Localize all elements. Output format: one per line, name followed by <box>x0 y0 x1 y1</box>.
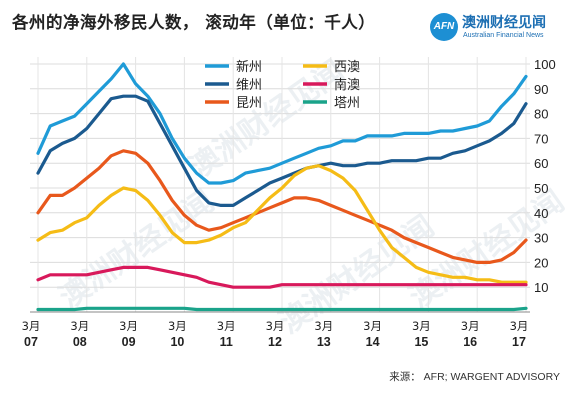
x-tick-label-month: 3月 <box>314 319 333 333</box>
brand-name-cn: 澳洲财经见闻 <box>462 15 546 31</box>
x-tick-label-year: 11 <box>220 335 233 349</box>
y-tick-label: 40 <box>534 206 548 221</box>
legend-label: 新州 <box>236 59 262 75</box>
x-tick-label-year: 10 <box>170 335 184 349</box>
legend-label: 南澳 <box>334 77 360 93</box>
legend-label: 维州 <box>236 78 262 93</box>
y-tick-label: 90 <box>534 82 548 97</box>
x-tick-label-year: 07 <box>24 335 38 349</box>
x-tick-label-month: 3月 <box>119 319 138 333</box>
x-tick-label-year: 15 <box>414 335 428 349</box>
y-tick-label: 70 <box>534 131 548 146</box>
x-tick-label-month: 3月 <box>461 319 480 333</box>
x-tick-label-year: 08 <box>73 335 87 349</box>
series-line-新州 <box>36 62 528 185</box>
y-tick-label: 10 <box>534 280 548 295</box>
series-line-西澳 <box>36 164 528 284</box>
y-tick-label: 20 <box>534 255 548 270</box>
afn-logo-icon: AFN <box>430 13 458 41</box>
series-line-昆州 <box>36 149 528 264</box>
x-tick-label-year: 12 <box>268 335 282 349</box>
y-tick-label: 60 <box>534 156 548 171</box>
brand-logo: AFN 澳洲财经见闻 Australian Financial News <box>430 13 566 43</box>
x-tick-label-month: 3月 <box>510 319 529 333</box>
x-tick-label-month: 3月 <box>412 319 431 333</box>
series-line-南澳 <box>36 265 528 289</box>
y-tick-label: 80 <box>534 107 548 122</box>
x-tick-label-year: 16 <box>463 335 477 349</box>
x-tick-label-month: 3月 <box>70 319 89 333</box>
x-axis-tick-labels: 3月 07 3月 08 3月 09 3月 10 3月 11 3月 12 3月 13 3月 14 3月 15 3月 16… <box>22 319 529 349</box>
x-tick-label-month: 3月 <box>217 319 236 333</box>
legend-label: 塔州 <box>334 96 360 111</box>
x-tick-label-year: 13 <box>317 335 331 349</box>
x-tick-label-month: 3月 <box>266 319 285 333</box>
x-tick-label-year: 09 <box>122 335 136 349</box>
x-tick-label-year: 14 <box>366 335 380 349</box>
y-tick-label: 100 <box>534 57 556 72</box>
legend-label: 西澳 <box>334 59 360 75</box>
x-tick-label-month: 3月 <box>22 319 41 333</box>
source-note: 来源： AFR; WARGENT ADVISORY <box>389 371 560 383</box>
legend-label: 昆州 <box>236 96 262 111</box>
y-tick-label: 50 <box>534 181 548 196</box>
x-tick-label-year: 17 <box>512 335 526 349</box>
brand-name-en: Australian Financial News <box>463 32 544 39</box>
page-title: 各州的净海外移民人数， 滚动年（单位：千人） <box>12 13 376 32</box>
x-tick-label-month: 3月 <box>168 319 187 333</box>
series-line-塔州 <box>36 306 528 312</box>
y-tick-label: 30 <box>534 231 548 246</box>
series-line-维州 <box>36 94 528 207</box>
x-tick-label-month: 3月 <box>363 319 382 333</box>
chart-series-lines <box>36 62 528 312</box>
chart-grid <box>30 57 530 313</box>
y-axis-tick-labels: 10 20 30 40 50 60 70 80 90 100 <box>534 57 556 295</box>
